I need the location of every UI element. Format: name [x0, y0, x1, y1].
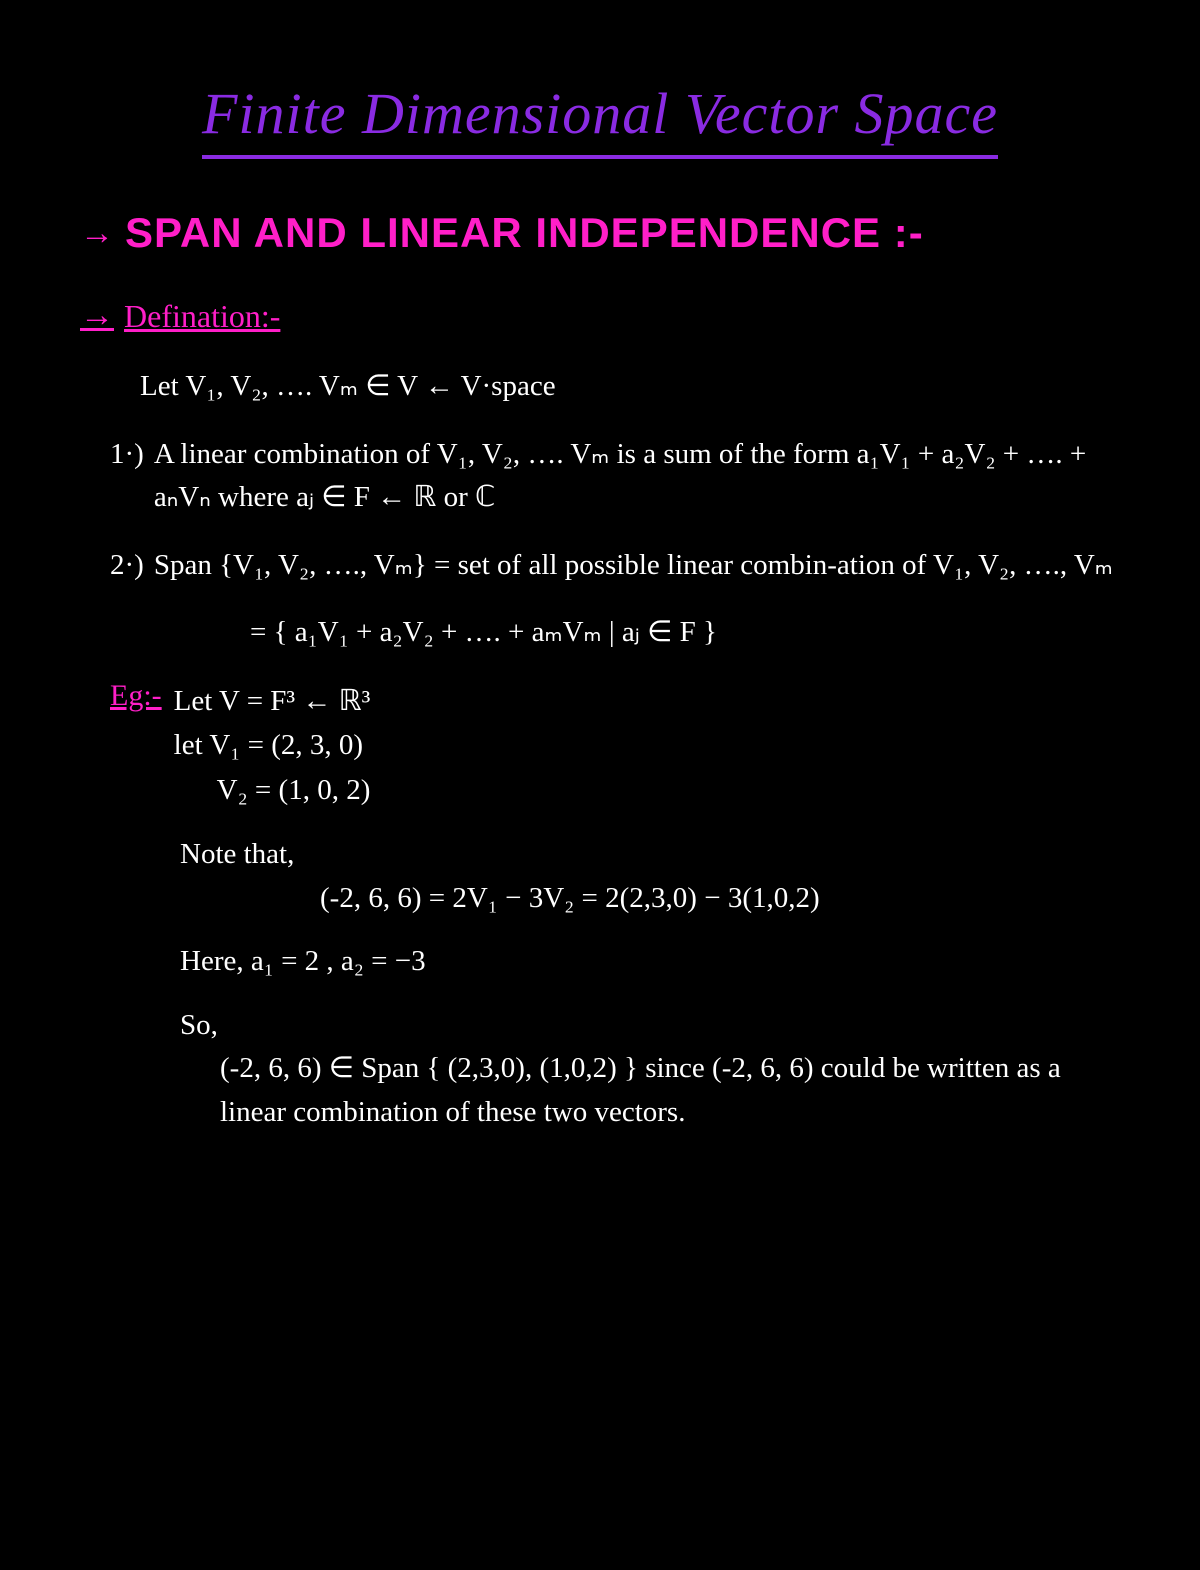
note-label: Note that,: [180, 833, 1120, 877]
arrow-icon: →: [80, 297, 114, 335]
example-line-2: let V₁ = (2, 3, 0): [174, 723, 371, 768]
example-line-3: V₂ = (1, 0, 2): [174, 768, 371, 813]
note-block: Note that, (-2, 6, 6) = 2V₁ − 3V₂ = 2(2,…: [180, 833, 1120, 920]
so-label: So,: [180, 1004, 1120, 1048]
definition-item-2: 2·) Span {V₁, V₂, …., Vₘ} = set of all p…: [110, 544, 1120, 588]
note-equation: (-2, 6, 6) = 2V₁ − 3V₂ = 2(2,3,0) − 3(1,…: [320, 877, 1120, 921]
intro-line: Let V₁, V₂, …. Vₘ ∈ V ← V·space: [140, 365, 1120, 409]
example-label: Eg:-: [110, 679, 162, 814]
so-text: (-2, 6, 6) ∈ Span { (2,3,0), (1,0,2) } s…: [220, 1047, 1120, 1134]
example-line-1: Let V = F³ ← ℝ³: [174, 679, 371, 724]
span-set-definition: = { a₁V₁ + a₂V₂ + …. + aₘVₘ | aⱼ ∈ F }: [250, 611, 1120, 655]
example-block: Eg:- Let V = F³ ← ℝ³ let V₁ = (2, 3, 0) …: [110, 679, 1120, 814]
section-heading: → SPAN AND LINEAR INDEPENDENCE :-: [80, 209, 1120, 257]
definition-item-1: 1·) A linear combination of V₁, V₂, …. V…: [110, 433, 1120, 520]
so-block: So, (-2, 6, 6) ∈ Span { (2,3,0), (1,0,2)…: [180, 1004, 1120, 1135]
definition-heading: → Defination:-: [80, 297, 1120, 335]
here-line: Here, a₁ = 2 , a₂ = −3: [180, 940, 1120, 984]
item-text: A linear combination of V₁, V₂, …. Vₘ is…: [154, 433, 1120, 520]
arrow-icon: →: [80, 214, 115, 253]
item-number: 1·): [110, 433, 144, 520]
page-title: Finite Dimensional Vector Space: [202, 80, 998, 159]
item-text: Span {V₁, V₂, …., Vₘ} = set of all possi…: [154, 544, 1113, 588]
section-heading-text: SPAN AND LINEAR INDEPENDENCE :-: [125, 209, 924, 257]
definition-label: Defination:-: [124, 298, 280, 335]
item-number: 2·): [110, 544, 144, 588]
